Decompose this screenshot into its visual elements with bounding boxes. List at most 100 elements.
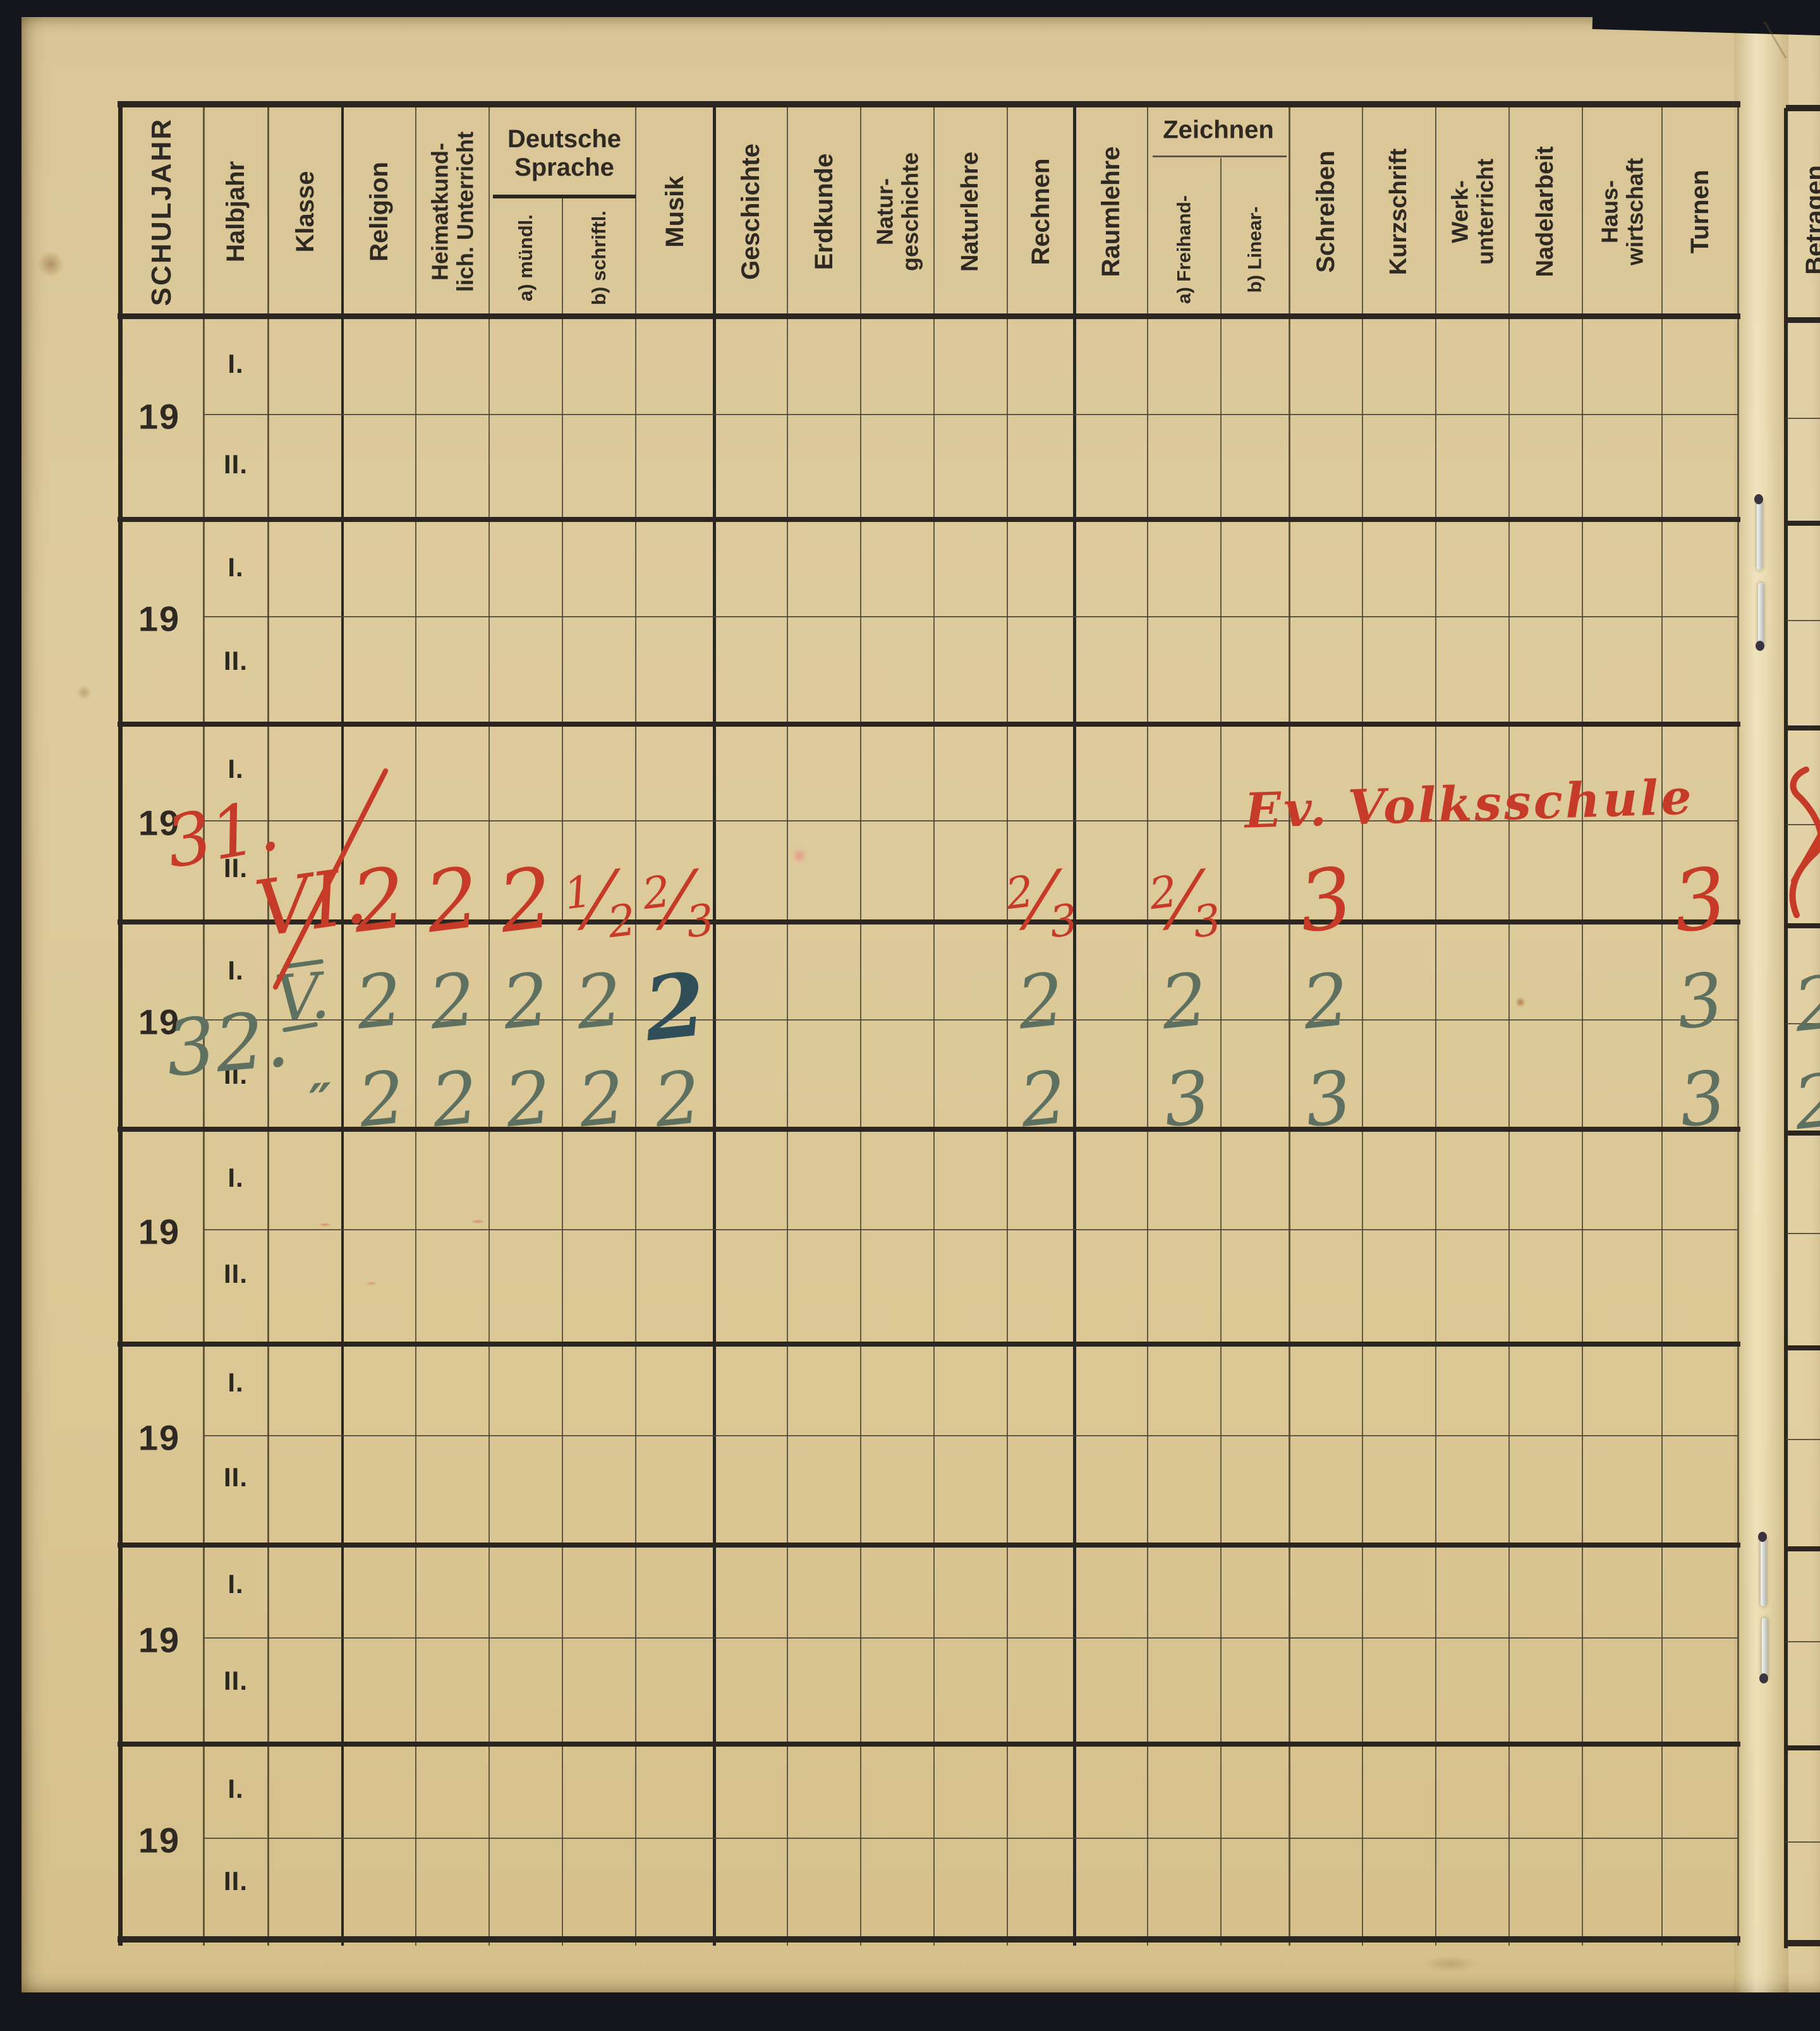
next-page-row-divider [1786,418,1820,419]
halbyear-label-ii: II. [223,1866,248,1896]
row-divider [203,414,1738,415]
grid-line [118,722,1740,727]
grid-line [118,1543,1740,1548]
next-page-row-divider [1786,620,1820,621]
year-prefix-label: 19 [138,396,181,437]
staple [1757,499,1762,570]
grid-line [787,104,788,1946]
halbyear-label-ii: II. [223,449,248,479]
next-page-grid-line [1786,1345,1820,1350]
grid-line [118,101,1740,107]
halbyear-label-ii: II. [223,646,248,676]
next-page-grid-line [1786,1745,1820,1750]
group-rule [493,195,636,198]
grid-line [635,104,636,1946]
next-page-grid-line [1786,1940,1820,1946]
grid-line [118,1342,1740,1347]
next-page-row-divider [1786,824,1820,825]
grid-line [1435,104,1436,1946]
halbyear-label-ii: II. [223,1462,248,1492]
row-divider [203,820,1738,821]
year-prefix-label: 19 [138,598,181,639]
handwriting-partial-stroke [1791,830,1820,883]
grid-line [488,104,490,1946]
grid-line [341,104,344,1946]
next-page-grid-line [1786,521,1820,526]
grid-line [860,104,861,1946]
grid-line [118,313,1740,319]
staple-tip [1756,641,1764,651]
halbyear-label-ii: II. [223,853,248,883]
staple [1762,1618,1768,1678]
grid-line [562,197,563,1946]
grid-line [1362,104,1363,1946]
year-prefix-label: 19 [138,1002,181,1042]
next-page-row-divider [1786,1233,1820,1234]
next-page-border [1784,108,1788,1948]
staple [1761,1537,1766,1606]
column-group-zeichnen: Zeichnen [1163,116,1274,144]
grid-line [118,104,123,1946]
row-divider [203,1229,1738,1230]
row-divider [203,1838,1738,1839]
halbyear-label-i: I. [228,349,244,379]
halbyear-label-i: I. [228,754,244,784]
next-page-row-divider [1786,1439,1820,1440]
year-prefix-label: 19 [138,1620,181,1660]
year-prefix-label: 19 [138,1820,181,1860]
next-page-grid-line [1786,725,1820,731]
halbyear-label-i: I. [228,1367,244,1397]
next-page-row-divider [1786,1023,1820,1024]
staple-tip [1759,1673,1768,1683]
row-divider [203,1019,1738,1021]
grid-line [415,104,416,1946]
next-page-grid-line [1786,317,1820,323]
grid-line [1147,104,1148,1946]
halbyear-label-i: I. [228,552,244,582]
next-page-grid-line [1786,1546,1820,1551]
row-divider [203,616,1738,617]
grid-line [1582,104,1583,1946]
row-divider [203,1435,1738,1436]
next-page-grid-line [1786,923,1820,928]
column-group-deutsche-sprache: Deutsche Sprache [507,125,622,181]
grid-line [118,517,1740,522]
next-page-grid-line [1786,105,1820,111]
halbyear-label-ii: II. [223,1060,248,1089]
grid-line [202,104,205,1946]
grid-line [1288,104,1290,1946]
next-page-row-divider [1786,1841,1820,1843]
grid-line [1220,158,1222,1946]
halbyear-label-i: I. [228,1774,244,1804]
next-page-row-divider [1786,1641,1820,1642]
page-fold [1734,17,1788,1992]
staple-tip [1754,494,1763,504]
grid-line [118,1742,1740,1747]
grid-line [118,919,1740,925]
fold-crease [1763,21,1787,59]
year-prefix-label: 19 [138,1211,181,1252]
halbyear-label-ii: II. [223,1259,248,1288]
grid-line [712,104,716,1946]
grid-line [118,1936,1740,1943]
grid-line [1072,104,1076,1946]
year-prefix-label: 19 [138,1417,181,1458]
group-rule [1153,155,1287,157]
halbyear-label-i: I. [228,1163,244,1192]
halbyear-label-i: I. [228,1569,244,1599]
halbyear-label-ii: II. [223,1666,248,1695]
staple [1758,583,1764,647]
grid-line [1661,104,1663,1946]
grid-line [1508,104,1510,1946]
next-page-edge [1788,17,1820,1992]
staple-tip [1758,1532,1767,1542]
row-divider [203,1637,1738,1639]
grid-line [1007,104,1008,1946]
grid-line [267,104,269,1946]
grid-line [1737,104,1739,1946]
halbyear-label-i: I. [228,955,244,985]
year-prefix-label: 19 [138,803,181,843]
next-page-grid-line [1786,1131,1820,1136]
